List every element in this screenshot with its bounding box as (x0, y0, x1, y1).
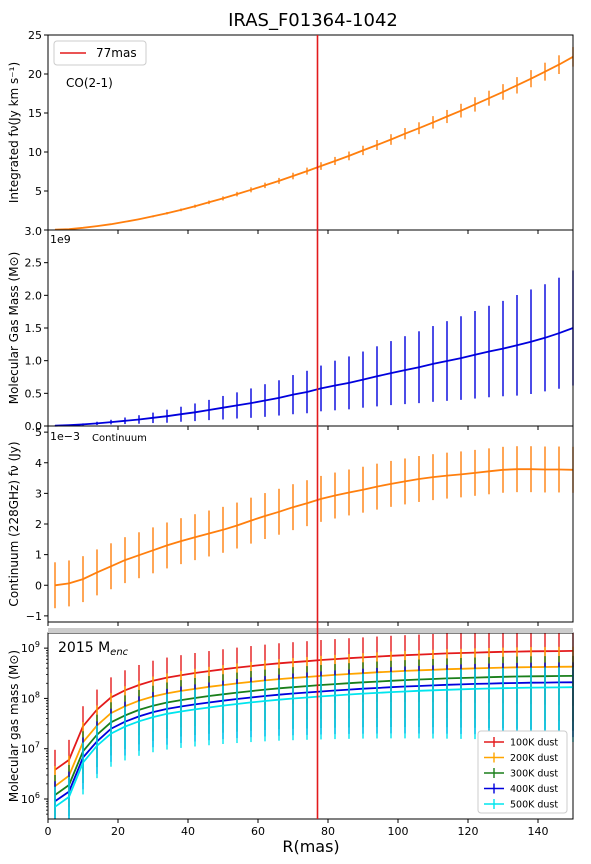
xtick-label: 80 (321, 825, 335, 838)
panel-continuum-ytick-label: 2 (35, 518, 42, 531)
legend-top-label: 77mas (96, 46, 137, 60)
legend-bottom-label: 100K dust (510, 738, 558, 749)
ytick-exponent: 9 (35, 640, 40, 649)
annotation-co21: CO(2-1) (66, 76, 113, 90)
panel-co-flux-ytick-label: 5 (35, 185, 42, 198)
ytick-base: 10 (21, 692, 35, 705)
ytick-exponent: 8 (35, 690, 40, 699)
annotation-continuum: Continuum (92, 433, 147, 444)
offset-label-1e-3: 1e−3 (50, 430, 80, 443)
panel-co-flux-ytick-label: 20 (28, 68, 42, 81)
xtick-label: 100 (388, 825, 409, 838)
ytick-base: 10 (21, 793, 35, 806)
panel-enclosed-mass-ytick-label: 108 (21, 690, 40, 705)
panel-gas-mass-ytick-label: 0.0 (25, 420, 43, 433)
ytick-exponent: 7 (35, 741, 40, 750)
panel-enclosed-mass-series-3-line (54, 681, 574, 803)
figure-title: IRAS_F01364-1042 (228, 10, 398, 31)
legend-top-box (53, 40, 147, 66)
panel-continuum-ytick-label: 5 (35, 426, 42, 439)
panel-enclosed-mass-series-2-line (54, 675, 574, 796)
ytick-exponent: 6 (35, 791, 40, 800)
x-axis-label: R(mas) (282, 837, 339, 856)
annotation-menc: 2015 Menc (58, 640, 129, 658)
annotation-menc-main: 2015 M (58, 640, 110, 656)
legend-bottom-label: 300K dust (510, 769, 558, 780)
panel-gas-mass-ytick-label: 1.0 (25, 355, 43, 368)
panel-co-flux-ytick-label: 25 (28, 29, 42, 42)
panel-enclosed-mass-ytick-label: 107 (21, 741, 40, 756)
xtick-label: 20 (111, 825, 125, 838)
panel-co-flux-series-0-line (54, 56, 574, 231)
panel-gas-mass-series-0-line (54, 327, 574, 427)
boundary-tick-label: 3.0 (25, 225, 43, 238)
panel-gas-mass-ytick-label: 1.5 (25, 322, 43, 335)
ytick-base: 10 (21, 743, 35, 756)
panel-continuum-ytick-label: 3 (35, 487, 42, 500)
xtick-label: 60 (251, 825, 265, 838)
legend-bottom-box (477, 730, 568, 814)
xtick-label: 0 (45, 825, 52, 838)
panel-continuum-series-0-line (54, 468, 574, 587)
panel-continuum-ytick-label: 1 (35, 549, 42, 562)
panel-gap-bar (48, 628, 573, 633)
panel-enclosed-mass-ytick-label: 106 (21, 791, 40, 806)
panel-continuum-ytick-label: 0 (35, 579, 42, 592)
ytick-base: 10 (21, 642, 35, 655)
panel-co-flux-ylabel: Integrated fν(Jy km s⁻¹) (7, 62, 21, 203)
panel-enclosed-mass-series-1-line (54, 665, 574, 787)
panel-co-flux-ytick-label: 10 (28, 146, 42, 159)
panel-co-flux-ytick-label: 15 (28, 107, 42, 120)
legend-bottom-label: 400K dust (510, 784, 558, 795)
annotation-menc-sub: enc (110, 647, 128, 658)
panel-gas-mass-ytick-label: 2.5 (25, 257, 43, 270)
legend-bottom-label: 200K dust (510, 753, 558, 764)
panel-continuum-ytick-label: −1 (26, 610, 42, 623)
panel-continuum-ytick-label: 4 (35, 457, 42, 470)
panel-enclosed-mass-series-0-line (54, 650, 574, 771)
panel-continuum-ylabel: Continuum (228GHz) fν (Jy) (7, 441, 21, 606)
panel-gas-mass-ylabel: Molecular Gas Mass (M⊙) (7, 252, 21, 405)
panel-enclosed-mass-ytick-label: 109 (21, 640, 40, 655)
panel-enclosed-mass-ylabel: Molecular gas mass (M⊙) (7, 650, 21, 802)
legend-bottom-label: 500K dust (510, 800, 558, 811)
xtick-label: 140 (528, 825, 549, 838)
panel-gas-mass-ytick-label: 2.0 (25, 289, 43, 302)
panel-enclosed-mass-series-4-line (54, 686, 574, 808)
panel-gas-mass-ytick-label: 0.5 (25, 387, 43, 400)
xtick-label: 120 (458, 825, 479, 838)
offset-label-1e9: 1e9 (50, 233, 71, 246)
xtick-label: 40 (181, 825, 195, 838)
